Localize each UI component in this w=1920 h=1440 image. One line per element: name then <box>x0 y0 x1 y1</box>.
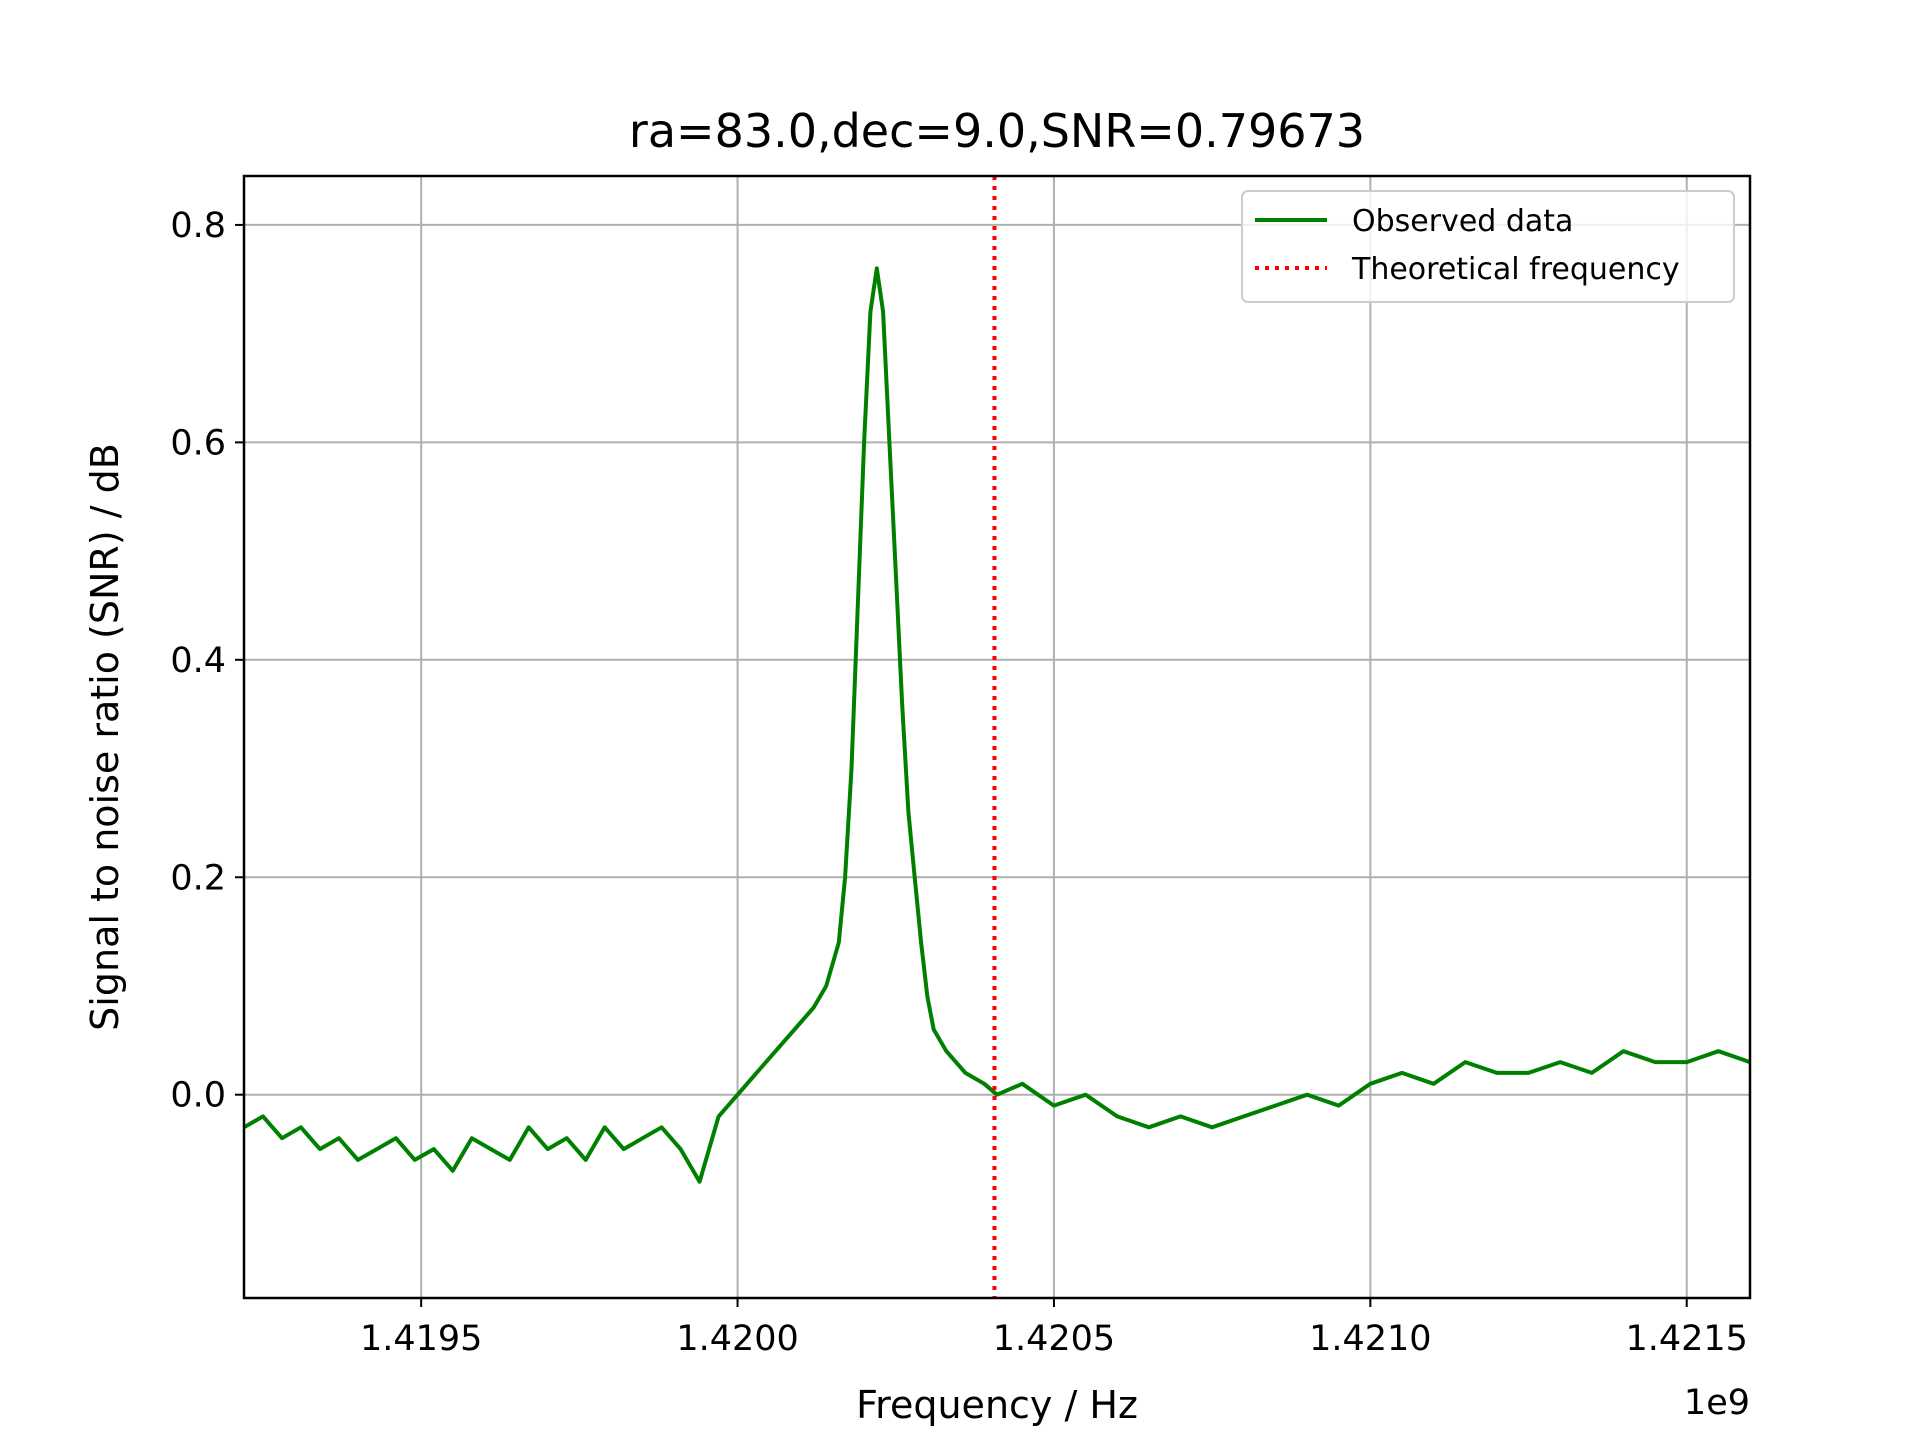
y-tick-label: 0.8 <box>170 206 226 246</box>
x-tick-label: 1.4210 <box>1309 1319 1431 1359</box>
legend-label-observed: Observed data <box>1352 204 1573 239</box>
legend: Observed data Theoretical frequency <box>1241 190 1735 303</box>
legend-label-theoretical: Theoretical frequency <box>1351 252 1680 287</box>
x-tick-label: 1.4205 <box>993 1319 1115 1359</box>
y-tick-label: 0.0 <box>170 1076 226 1116</box>
observed-data-line <box>243 266 1751 1184</box>
legend-box <box>1241 190 1735 303</box>
y-tick-label: 0.6 <box>170 423 226 463</box>
x-offset-label: 1e9 <box>1684 1383 1750 1423</box>
x-tick-label: 1.4195 <box>360 1319 482 1359</box>
y-axis-label: Signal to noise ratio (SNR) / dB <box>83 443 127 1031</box>
chart-title: ra=83.0,dec=9.0,SNR=0.79673 <box>629 104 1365 158</box>
x-axis-label: Frequency / Hz <box>856 1383 1138 1427</box>
x-tick-label: 1.4215 <box>1625 1319 1747 1359</box>
plot-frame <box>242 174 1752 1300</box>
y-tick-label: 0.2 <box>170 858 226 898</box>
tick-layer: 1.4195 1.4200 1.4205 1.4210 1.4215 0.0 0.2 0.4 0… <box>170 206 1748 1359</box>
data-layer <box>243 176 1751 1298</box>
y-tick-label: 0.4 <box>170 641 226 681</box>
x-tick-label: 1.4200 <box>676 1319 798 1359</box>
